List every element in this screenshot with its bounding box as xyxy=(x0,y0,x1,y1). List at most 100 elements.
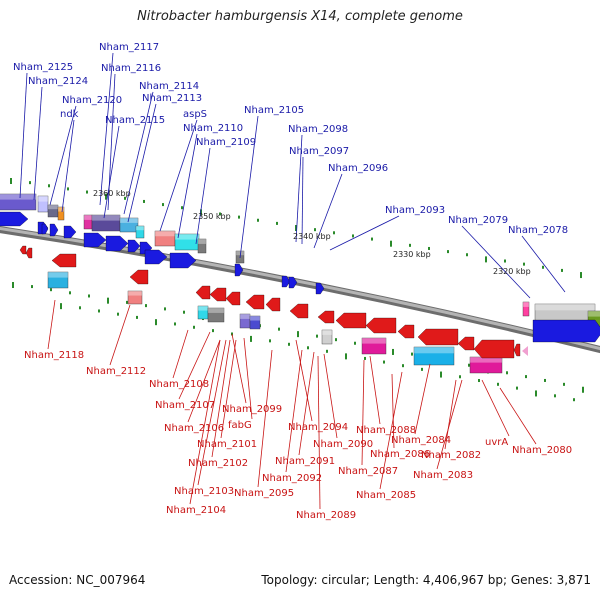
label-leader-line xyxy=(187,339,221,423)
gene-box xyxy=(47,271,69,289)
tick-mark xyxy=(516,386,518,390)
tick-mark xyxy=(181,206,183,210)
gene-label-bottom: Nham_2099 xyxy=(222,404,282,415)
label-leader-line xyxy=(257,349,273,488)
label-leader-line xyxy=(295,339,313,422)
gene-box xyxy=(0,193,37,211)
figure-title: Nitrobacter hamburgensis X14, complete g… xyxy=(137,9,463,24)
gene-box-shine xyxy=(208,308,224,313)
tick-mark xyxy=(466,253,468,257)
tick-mark xyxy=(174,322,176,326)
gene-box-shine xyxy=(588,311,600,317)
reverse-gene-arrow xyxy=(129,269,149,285)
label-leader-line xyxy=(195,147,211,245)
label-leader-line xyxy=(177,133,198,239)
gene-box-shine xyxy=(0,194,36,200)
gene-label-bottom: Nham_2088 xyxy=(356,425,416,436)
gene-label-top: Nham_2110 xyxy=(183,123,243,134)
tick-mark xyxy=(238,215,240,219)
label-leader-line xyxy=(99,52,114,206)
tick-mark xyxy=(459,375,461,379)
label-leader-line xyxy=(295,134,303,243)
tick-mark xyxy=(525,375,527,379)
tick-mark xyxy=(50,288,52,292)
gene-label-top: Nham_2098 xyxy=(288,124,348,135)
label-leader-line xyxy=(499,387,537,445)
tick-mark xyxy=(31,285,33,289)
reverse-gene-arrow xyxy=(457,336,475,351)
label-leader-line xyxy=(197,339,227,486)
reverse-gene-arrow xyxy=(335,312,367,329)
tick-mark xyxy=(333,231,335,235)
label-leader-line xyxy=(369,355,381,425)
reverse-gene-arrow xyxy=(245,294,265,310)
label-leader-line xyxy=(414,363,431,435)
gene-box-shine xyxy=(198,306,208,311)
gene-label-top: Nham_2113 xyxy=(142,93,202,104)
label-leader-line xyxy=(220,339,237,439)
gene-box-shine xyxy=(84,215,92,220)
reverse-gene-arrow xyxy=(317,310,335,324)
gene-box xyxy=(249,315,261,330)
reverse-gene-arrow xyxy=(265,297,281,312)
label-leader-line xyxy=(47,299,56,350)
tick-mark xyxy=(143,199,145,203)
forward-gene-arrow xyxy=(41,223,49,235)
gene-label-bottom: Nham_2092 xyxy=(262,473,322,484)
tick-mark xyxy=(411,352,413,356)
tick-mark xyxy=(478,379,480,383)
tick-mark xyxy=(383,360,385,364)
forward-gene-arrow xyxy=(83,232,107,248)
gene-box-shine xyxy=(120,218,138,223)
gene-box xyxy=(413,346,455,366)
gene-label-top: Nham_2125 xyxy=(13,62,73,73)
tick-mark xyxy=(345,353,347,360)
gene-label-bottom: Nham_2102 xyxy=(188,458,248,469)
forward-gene-arrow xyxy=(105,235,129,252)
gene-box-shine xyxy=(136,226,144,231)
tick-mark xyxy=(335,338,337,342)
gene-label-bottom: Nham_2091 xyxy=(275,456,335,467)
tick-mark xyxy=(124,196,126,200)
tick-mark xyxy=(563,382,565,386)
tick-mark xyxy=(468,363,470,367)
tick-mark xyxy=(428,246,430,250)
gene-label-top: Nham_2093 xyxy=(385,205,445,216)
tick-mark xyxy=(269,339,271,343)
label-leader-line xyxy=(329,215,400,251)
accession-text: Accession: NC_007964 xyxy=(9,573,146,587)
gene-box-shine xyxy=(175,234,199,240)
tick-mark xyxy=(580,272,582,279)
gene-box-shine xyxy=(470,357,502,363)
gene-box xyxy=(361,337,387,355)
tick-mark xyxy=(354,341,356,345)
gene-label-top: Nham_2117 xyxy=(99,42,159,53)
kbp-scale-label: 2320 kbp xyxy=(493,267,531,276)
tick-mark xyxy=(162,203,164,207)
gene-label-bottom: Nham_2090 xyxy=(313,439,373,450)
tick-mark xyxy=(582,386,584,393)
gene-box xyxy=(522,301,530,317)
tick-mark xyxy=(69,291,71,295)
reverse-gene-arrow xyxy=(397,324,415,339)
kbp-scale-labels: 2360 kbp 2350 kbp 2340 kbp 2330 kbp 2320 kbp xyxy=(93,189,531,276)
tick-mark xyxy=(352,234,354,238)
tick-mark xyxy=(523,262,525,266)
tick-mark xyxy=(257,218,259,222)
gene-box xyxy=(127,290,143,305)
gene-label-bottom: Nham_2108 xyxy=(149,379,209,390)
reverse-gene-arrow xyxy=(225,291,241,306)
gene-label-bottom: Nham_2104 xyxy=(166,505,226,516)
gene-box-shine xyxy=(523,302,529,307)
tick-mark xyxy=(98,309,100,313)
gene-box xyxy=(207,307,225,323)
tick-mark xyxy=(79,306,81,310)
forward-gene-arrow xyxy=(144,249,168,265)
gene-label-top: Nham_2105 xyxy=(244,105,304,116)
label-leader-line xyxy=(103,125,120,219)
gene-label-bottom: Nham_2085 xyxy=(356,490,416,501)
gene-label-bottom: Nham_2086 xyxy=(370,449,430,460)
gene-box-shine xyxy=(236,251,244,256)
tick-mark xyxy=(506,371,508,375)
